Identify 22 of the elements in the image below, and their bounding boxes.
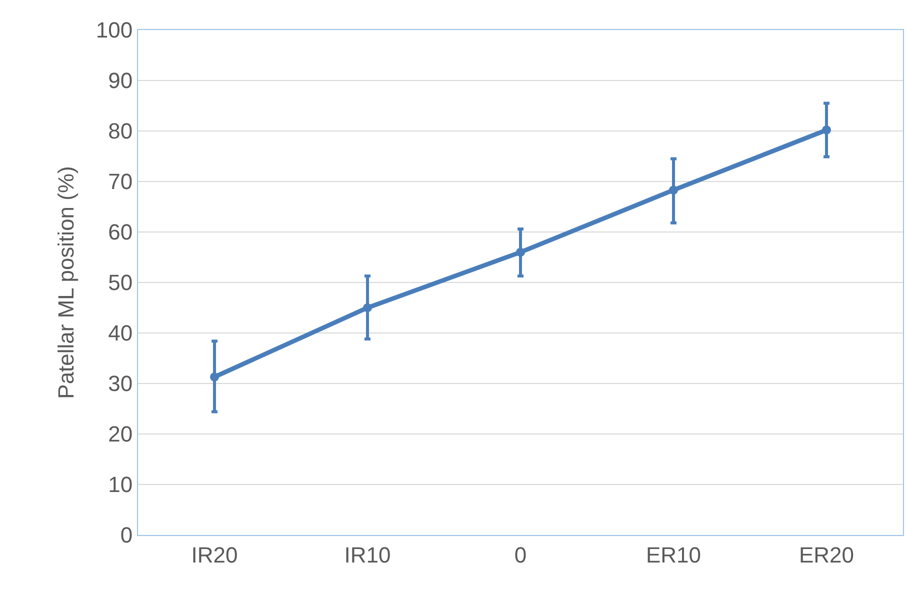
y-tick-label: 90	[108, 68, 133, 94]
y-tick-label: 40	[108, 320, 133, 346]
x-tick-label: 0	[514, 542, 527, 568]
y-axis-title: Patellar ML position (%)	[54, 166, 79, 399]
x-tick-label: IR20	[191, 542, 238, 568]
y-tick-label: 30	[108, 371, 133, 396]
point	[822, 125, 831, 134]
y-tick-label: 70	[108, 169, 133, 194]
x-tick-label: IR10	[344, 542, 391, 568]
y-tick-label: 0	[120, 522, 133, 548]
point	[516, 248, 525, 257]
y-tick-label: 20	[108, 422, 133, 447]
y-tick-label: 60	[108, 220, 133, 245]
y-tick-label: 10	[108, 472, 133, 498]
point	[210, 372, 219, 382]
y-tick-label: 50	[108, 270, 133, 296]
x-tick-label: ER20	[798, 542, 854, 568]
point	[363, 303, 372, 312]
x-tick-label: ER10	[646, 542, 702, 568]
y-tick-label: 100	[96, 18, 133, 43]
y-tick-label: 80	[108, 118, 133, 144]
point	[669, 186, 678, 195]
